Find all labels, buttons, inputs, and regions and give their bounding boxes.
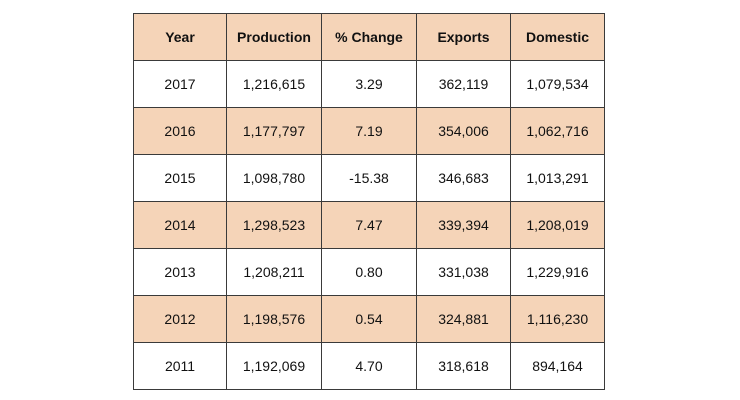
cell-domestic: 894,164 bbox=[510, 342, 605, 390]
header-row: Year Production % Change Exports Domesti… bbox=[133, 13, 605, 61]
table-row: 2011 1,192,069 4.70 318,618 894,164 bbox=[133, 342, 605, 390]
table-row: 2017 1,216,615 3.29 362,119 1,079,534 bbox=[133, 60, 605, 108]
cell-production: 1,192,069 bbox=[226, 342, 322, 390]
header-production: Production bbox=[226, 13, 322, 61]
header-domestic: Domestic bbox=[510, 13, 605, 61]
cell-domestic: 1,229,916 bbox=[510, 248, 605, 296]
cell-percent-change: 7.19 bbox=[321, 107, 417, 155]
data-table: Year Production % Change Exports Domesti… bbox=[133, 13, 605, 390]
cell-year: 2011 bbox=[133, 342, 227, 390]
cell-domestic: 1,116,230 bbox=[510, 295, 605, 343]
cell-year: 2016 bbox=[133, 107, 227, 155]
cell-exports: 346,683 bbox=[416, 154, 511, 202]
cell-year: 2012 bbox=[133, 295, 227, 343]
cell-domestic: 1,079,534 bbox=[510, 60, 605, 108]
table-row: 2016 1,177,797 7.19 354,006 1,062,716 bbox=[133, 107, 605, 155]
cell-year: 2014 bbox=[133, 201, 227, 249]
header-exports: Exports bbox=[416, 13, 511, 61]
cell-exports: 362,119 bbox=[416, 60, 511, 108]
cell-production: 1,298,523 bbox=[226, 201, 322, 249]
header-year: Year bbox=[133, 13, 227, 61]
cell-percent-change: -15.38 bbox=[321, 154, 417, 202]
header-percent-change: % Change bbox=[321, 13, 417, 61]
cell-domestic: 1,013,291 bbox=[510, 154, 605, 202]
table-row: 2012 1,198,576 0.54 324,881 1,116,230 bbox=[133, 295, 605, 343]
cell-percent-change: 3.29 bbox=[321, 60, 417, 108]
cell-exports: 354,006 bbox=[416, 107, 511, 155]
cell-year: 2017 bbox=[133, 60, 227, 108]
cell-year: 2013 bbox=[133, 248, 227, 296]
table-row: 2013 1,208,211 0.80 331,038 1,229,916 bbox=[133, 248, 605, 296]
cell-exports: 339,394 bbox=[416, 201, 511, 249]
cell-production: 1,177,797 bbox=[226, 107, 322, 155]
cell-exports: 331,038 bbox=[416, 248, 511, 296]
cell-production: 1,208,211 bbox=[226, 248, 322, 296]
cell-percent-change: 0.54 bbox=[321, 295, 417, 343]
table-row: 2015 1,098,780 -15.38 346,683 1,013,291 bbox=[133, 154, 605, 202]
cell-year: 2015 bbox=[133, 154, 227, 202]
cell-production: 1,098,780 bbox=[226, 154, 322, 202]
cell-domestic: 1,062,716 bbox=[510, 107, 605, 155]
cell-exports: 324,881 bbox=[416, 295, 511, 343]
cell-domestic: 1,208,019 bbox=[510, 201, 605, 249]
cell-production: 1,216,615 bbox=[226, 60, 322, 108]
cell-production: 1,198,576 bbox=[226, 295, 322, 343]
cell-exports: 318,618 bbox=[416, 342, 511, 390]
cell-percent-change: 0.80 bbox=[321, 248, 417, 296]
cell-percent-change: 4.70 bbox=[321, 342, 417, 390]
table-row: 2014 1,298,523 7.47 339,394 1,208,019 bbox=[133, 201, 605, 249]
cell-percent-change: 7.47 bbox=[321, 201, 417, 249]
